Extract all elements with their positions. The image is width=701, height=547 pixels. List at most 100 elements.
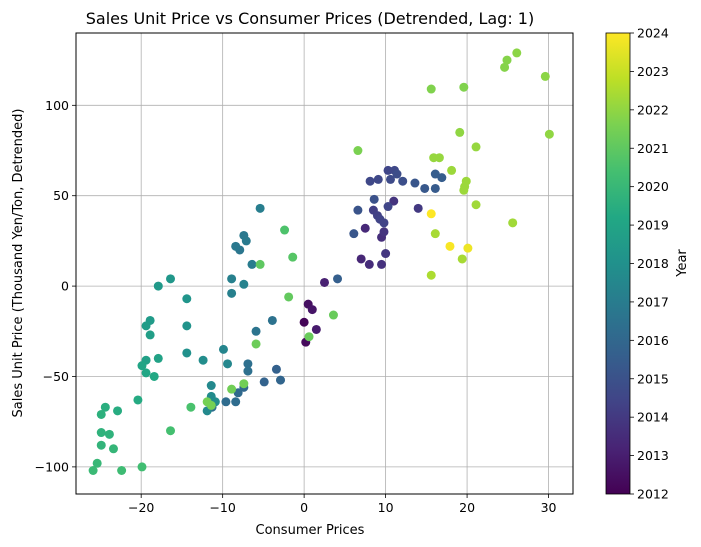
y-axis-label: Sales Unit Price (Thousand Yen/Ton, Detr… <box>11 109 26 418</box>
colorbar-tick-label: 2018 <box>637 256 669 271</box>
colorbar-tick-label: 2012 <box>637 487 669 502</box>
data-point <box>455 127 465 137</box>
colorbar-tick-label: 2020 <box>637 179 669 194</box>
data-point <box>182 294 192 304</box>
data-point <box>96 428 106 438</box>
data-point <box>153 353 163 363</box>
data-point <box>166 426 176 436</box>
data-point <box>459 82 469 92</box>
data-point <box>239 379 249 389</box>
data-point <box>206 400 216 410</box>
colorbar-tick-label: 2023 <box>637 64 669 79</box>
data-point <box>426 209 436 219</box>
data-point <box>544 129 554 139</box>
data-point <box>512 48 522 58</box>
data-point <box>96 440 106 450</box>
x-tick-label: 10 <box>378 500 394 515</box>
data-point <box>96 409 106 419</box>
colorbar-gradient <box>605 32 631 495</box>
data-point <box>381 249 391 259</box>
colorbar-tick-label: 2014 <box>637 410 669 425</box>
data-point <box>227 288 237 298</box>
x-axis-label: Consumer Prices <box>256 523 365 538</box>
data-point <box>364 259 374 269</box>
data-point <box>447 165 457 175</box>
data-point <box>141 321 151 331</box>
data-point <box>227 384 237 394</box>
data-point <box>231 397 241 407</box>
data-point <box>88 465 98 475</box>
data-point <box>243 359 253 369</box>
data-point <box>255 259 265 269</box>
data-point <box>373 174 383 184</box>
data-point <box>463 243 473 253</box>
data-point <box>288 252 298 262</box>
data-point <box>231 241 241 251</box>
data-point <box>333 274 343 284</box>
data-point <box>145 330 155 340</box>
data-point <box>304 332 314 342</box>
data-point <box>383 202 393 212</box>
chart-title: Sales Unit Price vs Consumer Prices (Det… <box>86 9 534 28</box>
data-point <box>434 153 444 163</box>
data-point <box>457 254 467 264</box>
colorbar-tick-label: 2022 <box>637 102 669 117</box>
data-point <box>502 55 512 65</box>
data-point <box>460 182 470 192</box>
data-point <box>227 274 237 284</box>
data-point <box>445 241 455 251</box>
data-point <box>259 377 269 387</box>
x-axis-ticks: −20 −10 0 10 20 30 <box>128 494 557 515</box>
data-point <box>398 176 408 186</box>
data-point <box>276 375 286 385</box>
x-tick-label: 30 <box>541 500 557 515</box>
colorbar-tick-label: 2017 <box>637 294 669 309</box>
data-point <box>271 364 281 374</box>
data-point <box>223 359 233 369</box>
data-point <box>353 205 363 215</box>
colorbar-tick-label: 2013 <box>637 448 669 463</box>
x-tick-label: −10 <box>209 500 235 515</box>
data-point <box>426 270 436 280</box>
data-point <box>471 200 481 210</box>
data-point <box>153 281 163 291</box>
grid-lines <box>76 33 573 494</box>
plot-frame <box>75 32 574 495</box>
data-point <box>206 381 216 391</box>
data-point <box>149 371 159 381</box>
data-point <box>377 259 387 269</box>
data-point <box>430 183 440 193</box>
colorbar-tick-label: 2019 <box>637 218 669 233</box>
data-point <box>243 366 253 376</box>
y-tick-label: −100 <box>35 459 69 474</box>
data-point <box>251 326 261 336</box>
data-point <box>166 274 176 284</box>
colorbar-tick-label: 2021 <box>637 141 669 156</box>
data-point <box>239 279 249 289</box>
x-tick-label: 20 <box>459 500 475 515</box>
data-point <box>430 229 440 239</box>
data-point <box>311 324 321 334</box>
data-point <box>500 62 510 72</box>
data-point <box>471 142 481 152</box>
data-point <box>247 259 257 269</box>
y-axis-ticks: −100 −50 0 50 100 <box>35 98 76 474</box>
data-point <box>137 462 147 472</box>
data-point <box>198 355 208 365</box>
data-point <box>349 229 359 239</box>
data-point <box>218 344 228 354</box>
data-point <box>385 174 395 184</box>
data-point <box>100 402 110 412</box>
data-point <box>221 397 231 407</box>
colorbar-tick-label: 2015 <box>637 371 669 386</box>
data-point <box>392 169 402 179</box>
data-point <box>182 348 192 358</box>
data-point <box>280 225 290 235</box>
data-point <box>379 227 389 237</box>
data-point <box>437 173 447 183</box>
data-point <box>540 71 550 81</box>
data-point <box>360 223 370 233</box>
colorbar-label: Year <box>675 249 690 278</box>
data-point <box>186 402 196 412</box>
